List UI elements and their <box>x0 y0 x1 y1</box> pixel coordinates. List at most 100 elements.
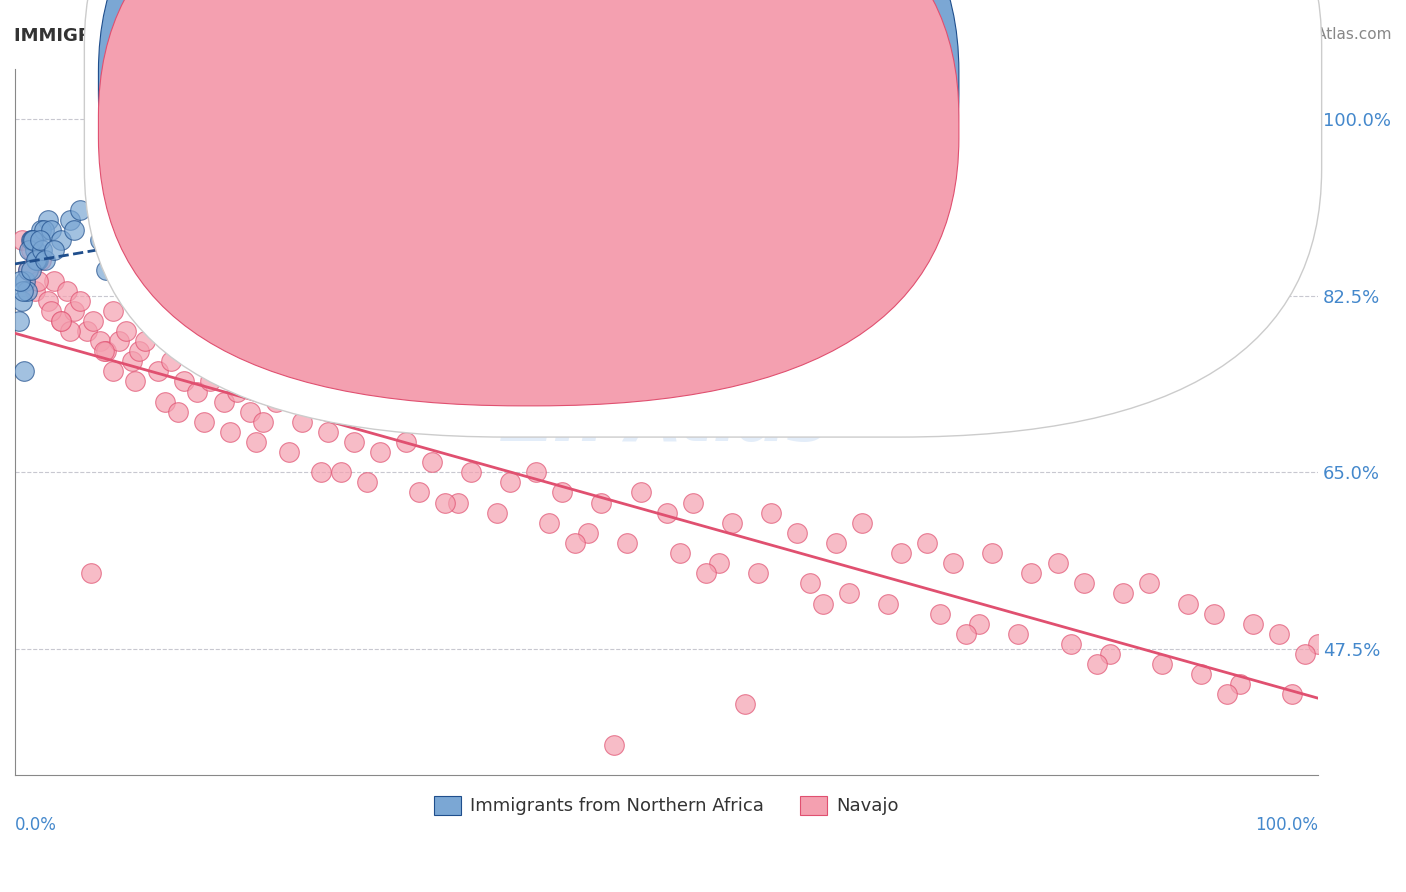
Point <box>1021 566 1043 581</box>
Text: R =  0.121  N = 43: R = 0.121 N = 43 <box>541 71 711 89</box>
Point <box>225 233 247 247</box>
Point <box>576 525 599 540</box>
Point <box>329 213 352 227</box>
Point <box>7 314 30 328</box>
Text: R = -0.465  N = 111: R = -0.465 N = 111 <box>541 116 724 134</box>
Point <box>486 506 509 520</box>
Point <box>915 536 938 550</box>
Point <box>1216 687 1239 701</box>
Point <box>108 334 131 348</box>
Point <box>245 435 267 450</box>
Point <box>69 202 91 217</box>
Point <box>27 253 49 268</box>
Point <box>447 495 470 509</box>
Point <box>30 253 52 268</box>
Point <box>329 465 352 479</box>
Point <box>20 244 42 258</box>
Point <box>56 284 79 298</box>
Point <box>186 384 208 399</box>
Point <box>929 607 952 621</box>
Point <box>69 293 91 308</box>
Point <box>239 405 262 419</box>
Point <box>18 244 41 258</box>
Point <box>21 233 44 247</box>
Point <box>200 375 222 389</box>
Point <box>114 324 136 338</box>
Point <box>759 506 782 520</box>
Point <box>186 244 208 258</box>
Point <box>1229 677 1251 691</box>
Point <box>264 202 287 217</box>
Point <box>811 597 834 611</box>
Point <box>24 253 46 268</box>
Point <box>838 586 860 600</box>
Point <box>160 354 183 368</box>
Point <box>1308 637 1330 651</box>
Point <box>76 324 98 338</box>
Point <box>499 475 522 490</box>
Point <box>408 485 430 500</box>
Point <box>27 273 49 287</box>
Point <box>42 244 65 258</box>
Point <box>96 344 118 359</box>
Point <box>942 556 965 570</box>
Point <box>420 455 443 469</box>
Point <box>37 293 59 308</box>
Point <box>93 344 115 359</box>
Point <box>11 284 34 298</box>
Point <box>30 223 52 237</box>
Point <box>1150 657 1173 672</box>
Point <box>356 475 378 490</box>
Point <box>24 284 46 298</box>
Point <box>695 566 717 581</box>
Point <box>14 273 37 287</box>
Point <box>799 576 821 591</box>
Point <box>17 263 39 277</box>
Point <box>160 202 183 217</box>
Point <box>62 303 84 318</box>
Point <box>343 435 366 450</box>
Point <box>1137 576 1160 591</box>
Point <box>1268 627 1291 641</box>
Point <box>1007 627 1029 641</box>
Text: 0.0%: 0.0% <box>15 815 56 833</box>
Point <box>121 354 143 368</box>
Point <box>13 364 35 378</box>
Point <box>8 273 31 287</box>
Point <box>877 597 900 611</box>
Point <box>682 495 704 509</box>
Point <box>538 516 561 530</box>
Point <box>34 253 56 268</box>
Point <box>193 415 215 429</box>
Point <box>49 233 72 247</box>
Point <box>1073 576 1095 591</box>
Point <box>316 425 339 439</box>
Point <box>734 698 756 712</box>
Point <box>291 223 314 237</box>
Point <box>219 425 242 439</box>
Point <box>720 516 742 530</box>
Point <box>49 314 72 328</box>
Point <box>124 375 146 389</box>
Point <box>59 324 82 338</box>
Text: 100.0%: 100.0% <box>1256 815 1319 833</box>
Text: ZIPAtlas: ZIPAtlas <box>502 387 831 457</box>
Point <box>134 334 156 348</box>
Point <box>955 627 977 641</box>
Point <box>32 223 55 237</box>
Point <box>309 465 332 479</box>
Point <box>252 415 274 429</box>
Point <box>1281 687 1303 701</box>
Point <box>1189 667 1212 681</box>
Point <box>460 465 482 479</box>
Point <box>134 213 156 227</box>
Point <box>96 263 118 277</box>
Point <box>786 525 808 540</box>
Point <box>851 516 873 530</box>
Point <box>1241 616 1264 631</box>
Point <box>148 253 170 268</box>
Point <box>1098 647 1121 661</box>
Point <box>395 435 418 450</box>
Point <box>200 233 222 247</box>
Point <box>20 233 42 247</box>
